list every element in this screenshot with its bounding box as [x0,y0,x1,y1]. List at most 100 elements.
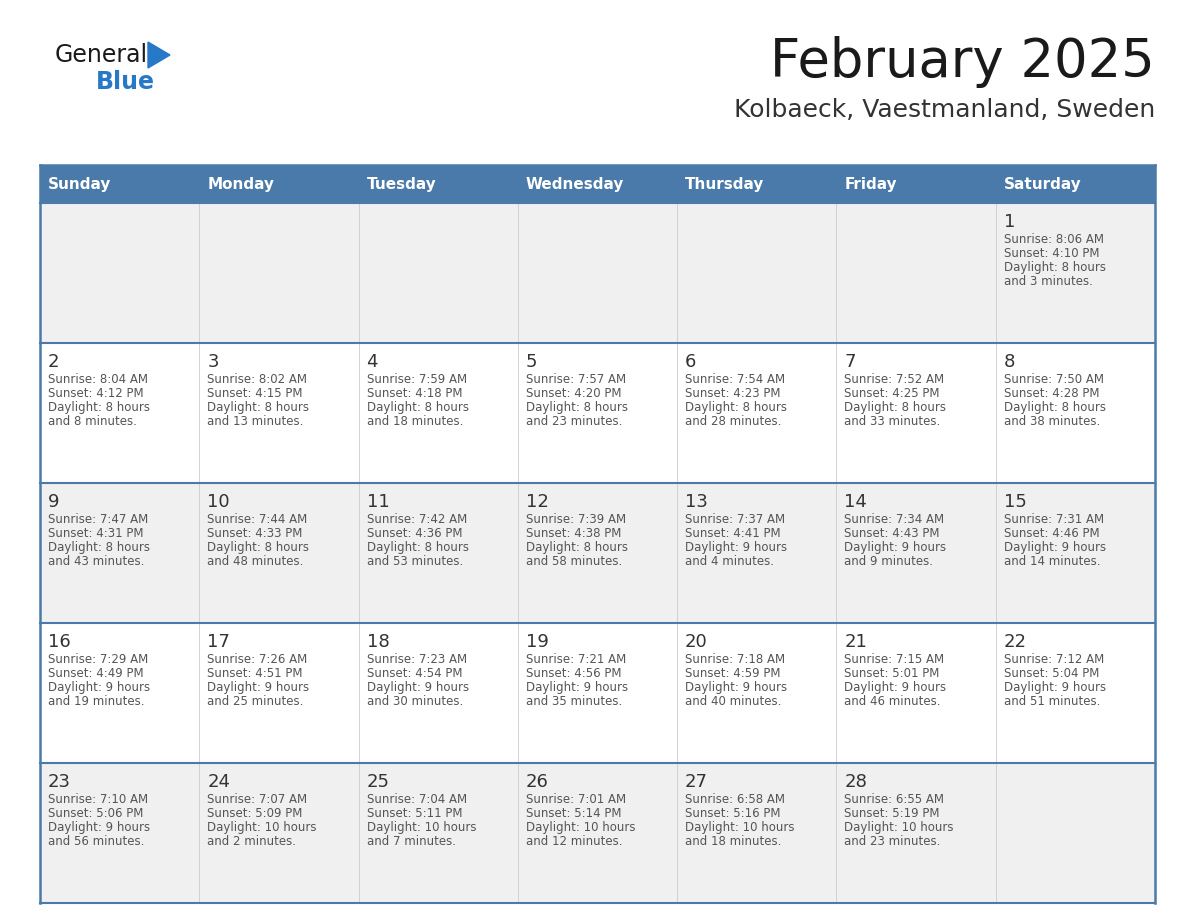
Text: Friday: Friday [845,176,897,192]
Text: and 23 minutes.: and 23 minutes. [526,415,623,428]
Text: and 33 minutes.: and 33 minutes. [845,415,941,428]
Text: Daylight: 10 hours: Daylight: 10 hours [367,821,476,834]
Text: Daylight: 8 hours: Daylight: 8 hours [526,541,627,554]
Text: Sunset: 5:06 PM: Sunset: 5:06 PM [48,807,144,820]
Text: 16: 16 [48,633,71,651]
Text: Sunset: 4:36 PM: Sunset: 4:36 PM [367,527,462,540]
Text: Sunrise: 7:23 AM: Sunrise: 7:23 AM [367,653,467,666]
Text: Sunset: 5:09 PM: Sunset: 5:09 PM [207,807,303,820]
Text: and 13 minutes.: and 13 minutes. [207,415,304,428]
Text: and 40 minutes.: and 40 minutes. [685,695,782,708]
Text: Sunrise: 7:37 AM: Sunrise: 7:37 AM [685,513,785,526]
FancyBboxPatch shape [518,165,677,203]
FancyBboxPatch shape [200,165,359,203]
Text: Daylight: 8 hours: Daylight: 8 hours [207,401,309,414]
Text: Sunset: 4:28 PM: Sunset: 4:28 PM [1004,387,1099,400]
Text: and 38 minutes.: and 38 minutes. [1004,415,1100,428]
Text: Wednesday: Wednesday [526,176,624,192]
Text: 6: 6 [685,353,696,371]
Text: 19: 19 [526,633,549,651]
Text: Sunday: Sunday [48,176,112,192]
Text: 14: 14 [845,493,867,511]
Text: and 2 minutes.: and 2 minutes. [207,835,296,848]
Text: Sunrise: 8:02 AM: Sunrise: 8:02 AM [207,373,308,386]
Text: and 7 minutes.: and 7 minutes. [367,835,455,848]
Text: Sunset: 4:49 PM: Sunset: 4:49 PM [48,667,144,680]
Text: 8: 8 [1004,353,1015,371]
Text: Sunset: 4:54 PM: Sunset: 4:54 PM [367,667,462,680]
Text: Daylight: 10 hours: Daylight: 10 hours [207,821,317,834]
Text: General: General [55,43,148,67]
Text: and 51 minutes.: and 51 minutes. [1004,695,1100,708]
Text: Sunset: 4:25 PM: Sunset: 4:25 PM [845,387,940,400]
FancyBboxPatch shape [40,763,1155,903]
FancyBboxPatch shape [40,483,1155,623]
Text: Daylight: 10 hours: Daylight: 10 hours [685,821,795,834]
Text: Sunset: 5:11 PM: Sunset: 5:11 PM [367,807,462,820]
Text: Sunrise: 7:15 AM: Sunrise: 7:15 AM [845,653,944,666]
FancyBboxPatch shape [40,623,1155,763]
Text: 1: 1 [1004,213,1015,231]
Text: Sunset: 4:23 PM: Sunset: 4:23 PM [685,387,781,400]
Text: and 43 minutes.: and 43 minutes. [48,555,144,568]
Text: 3: 3 [207,353,219,371]
Text: Sunrise: 7:31 AM: Sunrise: 7:31 AM [1004,513,1104,526]
Polygon shape [148,42,170,68]
Text: February 2025: February 2025 [770,36,1155,88]
Text: Daylight: 9 hours: Daylight: 9 hours [526,681,628,694]
Text: 18: 18 [367,633,390,651]
Text: and 25 minutes.: and 25 minutes. [207,695,304,708]
Text: Sunrise: 7:50 AM: Sunrise: 7:50 AM [1004,373,1104,386]
Text: Monday: Monday [207,176,274,192]
Text: Sunrise: 7:52 AM: Sunrise: 7:52 AM [845,373,944,386]
Text: 26: 26 [526,773,549,791]
Text: and 14 minutes.: and 14 minutes. [1004,555,1100,568]
Text: 13: 13 [685,493,708,511]
FancyBboxPatch shape [40,343,1155,483]
Text: and 9 minutes.: and 9 minutes. [845,555,934,568]
Text: Daylight: 8 hours: Daylight: 8 hours [207,541,309,554]
Text: Daylight: 9 hours: Daylight: 9 hours [1004,541,1106,554]
Text: 11: 11 [367,493,390,511]
Text: 2: 2 [48,353,59,371]
Text: 25: 25 [367,773,390,791]
Text: 4: 4 [367,353,378,371]
Text: Sunset: 5:04 PM: Sunset: 5:04 PM [1004,667,1099,680]
Text: Sunrise: 7:57 AM: Sunrise: 7:57 AM [526,373,626,386]
Text: Sunset: 4:51 PM: Sunset: 4:51 PM [207,667,303,680]
Text: Sunset: 4:18 PM: Sunset: 4:18 PM [367,387,462,400]
Text: Sunset: 4:59 PM: Sunset: 4:59 PM [685,667,781,680]
Text: Sunrise: 6:58 AM: Sunrise: 6:58 AM [685,793,785,806]
Text: and 18 minutes.: and 18 minutes. [367,415,463,428]
Text: Daylight: 10 hours: Daylight: 10 hours [845,821,954,834]
Text: 23: 23 [48,773,71,791]
Text: Daylight: 8 hours: Daylight: 8 hours [526,401,627,414]
Text: Sunrise: 8:04 AM: Sunrise: 8:04 AM [48,373,148,386]
Text: Sunrise: 7:26 AM: Sunrise: 7:26 AM [207,653,308,666]
Text: Daylight: 9 hours: Daylight: 9 hours [845,541,947,554]
Text: Daylight: 8 hours: Daylight: 8 hours [48,541,150,554]
Text: and 3 minutes.: and 3 minutes. [1004,275,1093,288]
Text: and 35 minutes.: and 35 minutes. [526,695,623,708]
Text: Thursday: Thursday [685,176,765,192]
Text: and 12 minutes.: and 12 minutes. [526,835,623,848]
Text: and 19 minutes.: and 19 minutes. [48,695,145,708]
Text: Sunrise: 7:39 AM: Sunrise: 7:39 AM [526,513,626,526]
Text: Daylight: 8 hours: Daylight: 8 hours [367,401,468,414]
Text: and 48 minutes.: and 48 minutes. [207,555,304,568]
Text: Sunset: 4:41 PM: Sunset: 4:41 PM [685,527,781,540]
FancyBboxPatch shape [40,203,1155,343]
Text: Sunset: 4:43 PM: Sunset: 4:43 PM [845,527,940,540]
Text: Sunset: 5:19 PM: Sunset: 5:19 PM [845,807,940,820]
Text: Kolbaeck, Vaestmanland, Sweden: Kolbaeck, Vaestmanland, Sweden [734,98,1155,122]
Text: Sunset: 5:16 PM: Sunset: 5:16 PM [685,807,781,820]
Text: Sunrise: 7:18 AM: Sunrise: 7:18 AM [685,653,785,666]
Text: Sunset: 4:38 PM: Sunset: 4:38 PM [526,527,621,540]
Text: and 30 minutes.: and 30 minutes. [367,695,463,708]
Text: and 53 minutes.: and 53 minutes. [367,555,463,568]
Text: 28: 28 [845,773,867,791]
Text: Sunset: 4:46 PM: Sunset: 4:46 PM [1004,527,1099,540]
Text: Sunrise: 7:21 AM: Sunrise: 7:21 AM [526,653,626,666]
Text: Sunset: 5:01 PM: Sunset: 5:01 PM [845,667,940,680]
Text: Sunrise: 7:12 AM: Sunrise: 7:12 AM [1004,653,1104,666]
